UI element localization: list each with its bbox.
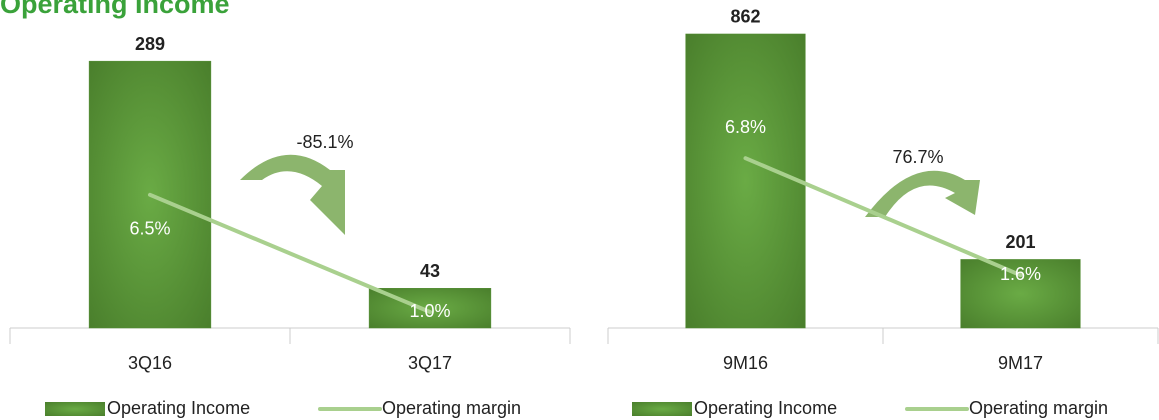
annotation: -85.1% — [296, 132, 353, 152]
data-label: 6.5% — [129, 219, 170, 239]
data-label: 289 — [135, 34, 165, 54]
legend-label: Operating margin — [382, 398, 521, 418]
page-title: Operating Income — [0, 0, 230, 19]
line — [148, 192, 432, 315]
arrow — [865, 170, 980, 217]
data-label: 201 — [1005, 232, 1035, 252]
data-label: 1.6% — [1000, 264, 1041, 284]
arrow — [240, 154, 345, 235]
line — [743, 156, 1023, 278]
annotation: 76.7% — [892, 147, 943, 167]
data-label: 43 — [420, 261, 440, 281]
data-label: 862 — [730, 7, 760, 27]
legend-label: Operating Income — [694, 398, 837, 418]
legend-swatch — [45, 402, 105, 416]
x-tick-label: 9M17 — [998, 353, 1043, 373]
x-tick-label: 3Q16 — [128, 353, 172, 373]
data-label: 1.0% — [409, 301, 450, 321]
bar — [685, 33, 806, 329]
bar — [960, 259, 1081, 329]
legend-label: Operating Income — [107, 398, 250, 418]
data-label: 6.8% — [725, 117, 766, 137]
legend-swatch — [632, 402, 692, 416]
x-tick-label: 3Q17 — [408, 353, 452, 373]
legend-label: Operating margin — [969, 398, 1108, 418]
x-tick-label: 9M16 — [723, 353, 768, 373]
